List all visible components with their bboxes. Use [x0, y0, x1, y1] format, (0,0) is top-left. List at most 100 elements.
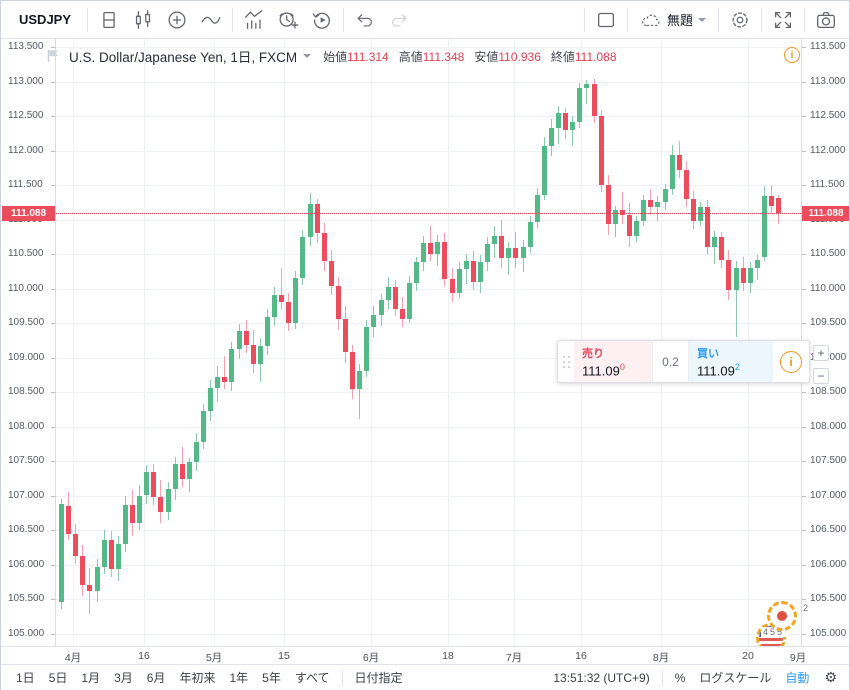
layout-select-button[interactable] — [589, 5, 623, 35]
candle — [300, 236, 306, 279]
candle — [435, 241, 441, 254]
price-tick-mark — [51, 461, 55, 462]
candle — [115, 543, 121, 569]
price-tick-label: 107.500 — [8, 455, 45, 466]
bottom-toolbar: 1日 5日 1月 3月 6月 年初来 1年 5年 すべて 日付指定 13:51:32 (UTC+… — [1, 664, 849, 690]
grid-line-horizontal — [56, 116, 801, 117]
price-tick-mark — [51, 495, 55, 497]
grid-line-horizontal — [56, 426, 801, 428]
grid-line-horizontal — [56, 392, 801, 393]
clock-timezone-button[interactable]: 13:51:32 (UTC+9) — [546, 668, 656, 688]
price-tick-label: 112.000 — [8, 144, 44, 156]
redo-button[interactable] — [382, 5, 416, 35]
interval-day-button[interactable] — [92, 5, 126, 35]
price-tick-mark — [51, 323, 55, 324]
buy-button[interactable]: 買い 111.092 — [689, 341, 773, 382]
close-value: 111.088 — [574, 49, 617, 64]
undo-button[interactable] — [348, 5, 382, 35]
candle — [612, 209, 618, 224]
price-tick-label: 106.500 — [810, 524, 847, 535]
price-tick-label: 106.000 — [8, 558, 45, 570]
footer-gear-icon[interactable]: ⚙ — [824, 669, 837, 685]
candle — [165, 488, 171, 513]
alert-button[interactable] — [271, 5, 305, 35]
camera-icon — [817, 11, 835, 28]
price-tick-mark — [802, 392, 806, 393]
range-button[interactable]: 1月 — [74, 666, 107, 689]
range-button[interactable]: 年初来 — [172, 666, 222, 689]
order-panel-drag-handle[interactable] — [558, 341, 574, 382]
candle — [442, 241, 448, 279]
candle — [726, 259, 732, 290]
price-tick-label: 105.500 — [810, 593, 847, 604]
grid-line-horizontal — [56, 633, 801, 635]
sell-label: 売り — [582, 348, 604, 361]
range-button[interactable]: 1日 — [9, 666, 42, 689]
line-tools-button[interactable] — [194, 5, 228, 35]
candle — [591, 84, 597, 116]
candle — [80, 556, 86, 586]
grid-line-horizontal — [56, 185, 801, 186]
flag-symbol-icon[interactable] — [45, 48, 61, 64]
price-tick-mark — [51, 288, 55, 290]
symbol-title[interactable]: U.S. Dollar/Japanese Yen, 1日, FXCM — [69, 46, 312, 66]
data-problem-info-icon[interactable]: i — [784, 47, 800, 63]
settings-button[interactable] — [723, 5, 757, 35]
order-info-icon[interactable]: i — [780, 350, 802, 373]
grid-line-horizontal — [56, 47, 801, 48]
log-scale-button[interactable]: ログスケール — [692, 666, 778, 689]
candle — [364, 327, 370, 372]
compare-plus-icon — [168, 11, 186, 28]
compare-button[interactable] — [160, 5, 194, 35]
time-tick-label: 16 — [138, 650, 150, 662]
range-button[interactable]: 5日 — [42, 666, 75, 689]
japan-flag-icon — [767, 601, 797, 631]
fullscreen-button[interactable] — [766, 5, 800, 35]
chart-style-button[interactable] — [126, 5, 160, 35]
current-price-line — [56, 213, 801, 215]
auto-scale-button[interactable]: 自動 — [778, 666, 816, 689]
candle — [449, 278, 455, 293]
time-axis[interactable]: 4月 16 5月 15 6月 18 7月 16 8月 20 9月 — [1, 646, 849, 664]
range-button[interactable]: すべて — [288, 666, 337, 689]
candle — [399, 309, 405, 319]
scale-zoom-in-button[interactable]: + — [813, 345, 829, 361]
range-button[interactable]: 6月 — [140, 666, 173, 689]
candle — [179, 463, 185, 479]
range-button[interactable]: 1年 — [222, 666, 255, 689]
decoration-number: 455 — [761, 627, 787, 637]
saved-layout-button[interactable]: 無題 — [632, 5, 714, 35]
range-button[interactable]: 5年 — [255, 666, 288, 689]
price-tick-label: 106.500 — [8, 524, 45, 535]
drag-dots-icon — [562, 355, 570, 368]
indicators-button[interactable] — [237, 5, 271, 35]
candle — [776, 197, 782, 214]
time-tick-label: 20 — [742, 650, 754, 662]
candle — [556, 112, 561, 129]
price-tick-mark — [802, 288, 806, 290]
toolbar-separator — [626, 7, 628, 32]
candle — [201, 411, 206, 442]
replay-button[interactable] — [305, 5, 339, 35]
sell-button[interactable]: 売り 111.090 — [574, 341, 652, 382]
percent-scale-button[interactable]: % — [668, 668, 693, 688]
price-tick-label: 109.500 — [810, 317, 847, 328]
price-axis-left[interactable]: 113.500 113.000 112.500 112.000 111.500 111.0… — [1, 39, 56, 646]
price-tick-mark — [802, 81, 806, 83]
price-tick-label: 112.000 — [810, 144, 846, 156]
symbol-button[interactable]: USDJPY — [19, 12, 72, 27]
scale-zoom-out-button[interactable]: − — [813, 368, 829, 384]
range-button[interactable]: 3月 — [107, 666, 140, 689]
grid-line-vertical — [514, 39, 515, 646]
candle — [101, 540, 107, 568]
fullscreen-arrows-icon — [774, 11, 792, 28]
candle — [279, 295, 285, 303]
goto-date-button[interactable]: 日付指定 — [348, 666, 410, 689]
price-tick-label: 107.000 — [8, 489, 45, 501]
spread-value: 0.2 — [652, 341, 689, 382]
snapshot-button[interactable] — [809, 5, 843, 35]
toolbar-separator — [341, 669, 343, 686]
candle — [485, 244, 490, 263]
candle — [328, 260, 334, 286]
price-tick-mark — [51, 564, 55, 566]
